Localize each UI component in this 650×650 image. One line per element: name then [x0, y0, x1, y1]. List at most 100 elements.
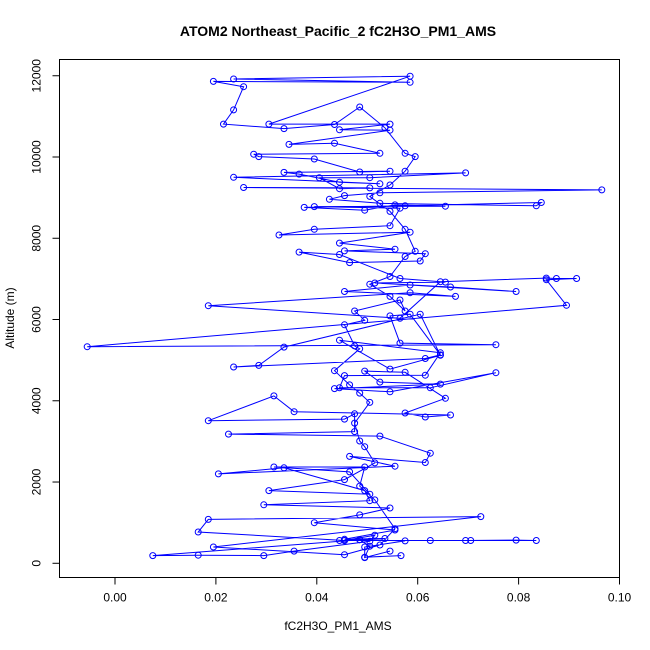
data-point: [436, 351, 444, 359]
data-point: [356, 511, 364, 519]
data-point: [406, 72, 414, 80]
data-point: [83, 343, 91, 351]
data-point: [401, 167, 409, 175]
data-point: [396, 204, 404, 212]
data-point: [300, 203, 308, 211]
data-point: [341, 476, 348, 484]
data-point: [270, 392, 278, 400]
data-point: [376, 149, 384, 157]
data-point: [346, 381, 354, 389]
data-point: [331, 121, 338, 128]
data-point: [280, 343, 288, 351]
data-point: [512, 536, 520, 544]
data-point: [426, 449, 434, 457]
data-point: [240, 184, 248, 191]
data-point: [325, 195, 333, 203]
data-point: [401, 225, 409, 233]
data-point: [310, 519, 318, 527]
data-point: [209, 77, 217, 85]
data-point: [361, 443, 369, 451]
data-point: [376, 432, 384, 440]
data-point: [537, 199, 545, 206]
data-point: [366, 280, 374, 288]
data-point: [356, 168, 364, 176]
data-point: [194, 528, 202, 536]
data-point: [462, 169, 470, 177]
data-point: [386, 222, 394, 230]
y-tick-label: 8000: [30, 225, 44, 252]
data-point: [406, 228, 414, 236]
data-point: [391, 526, 399, 534]
data-point: [270, 463, 278, 471]
data-point: [230, 75, 238, 83]
data-point: [391, 462, 399, 470]
data-point: [573, 275, 581, 282]
data-point: [436, 349, 444, 357]
data-point: [361, 554, 369, 562]
data-point: [204, 417, 212, 425]
data-point: [280, 125, 288, 133]
data-point: [265, 120, 273, 128]
data-point: [341, 372, 348, 380]
data-point: [552, 275, 560, 282]
data-point: [391, 245, 399, 253]
data-point: [230, 106, 238, 114]
data-point: [356, 437, 364, 445]
data-point: [351, 410, 359, 418]
data-point: [260, 552, 268, 560]
data-point: [290, 547, 298, 555]
data-point: [396, 296, 404, 304]
data-point: [275, 231, 283, 239]
data-point: [436, 278, 444, 286]
data-point: [542, 276, 550, 284]
data-point: [381, 535, 389, 542]
y-tick-label: 6000: [30, 306, 44, 333]
data-point: [366, 542, 374, 550]
y-tick-label: 0: [30, 560, 44, 567]
data-point: [441, 278, 449, 286]
data-point: [204, 515, 212, 523]
data-point: [386, 292, 394, 300]
data-point: [492, 341, 500, 349]
data-point: [401, 307, 409, 315]
data-point: [336, 239, 343, 247]
data-point: [376, 180, 384, 188]
data-point: [376, 541, 384, 549]
data-point: [315, 174, 323, 182]
data-point: [361, 316, 369, 324]
data-point: [341, 288, 348, 295]
data-point: [336, 384, 343, 392]
data-point: [401, 409, 409, 417]
data-point: [421, 413, 429, 421]
y-tick-label: 10000: [30, 140, 44, 174]
data-point: [331, 139, 338, 147]
data-point: [285, 140, 293, 148]
chart-title: ATOM2 Northeast_Pacific_2 fC2H3O_PM1_AMS: [180, 23, 496, 39]
series-line: [87, 75, 602, 559]
data-point: [447, 283, 454, 291]
data-point: [209, 543, 217, 551]
data-point: [386, 126, 394, 134]
data-point: [376, 378, 384, 386]
data-point: [290, 408, 298, 416]
data-point: [356, 345, 364, 353]
data-point: [421, 371, 429, 379]
x-axis: 0.00 0.02 0.04 0.06 0.08 0.10: [103, 577, 632, 605]
data-point: [366, 184, 374, 192]
plot-frame: [59, 59, 620, 578]
data-point: [416, 310, 424, 318]
data-point: [386, 181, 394, 189]
data-point: [265, 487, 273, 495]
data-point: [204, 302, 212, 310]
data-point: [376, 199, 384, 207]
data-point: [310, 225, 318, 233]
data-point: [346, 259, 354, 267]
data-point: [351, 428, 359, 436]
data-point: [336, 336, 343, 344]
x-tick-label: 0.00: [103, 591, 127, 605]
data-point: [346, 452, 354, 460]
data-point: [462, 537, 470, 544]
data-point: [386, 365, 394, 373]
data-point: [421, 250, 429, 258]
